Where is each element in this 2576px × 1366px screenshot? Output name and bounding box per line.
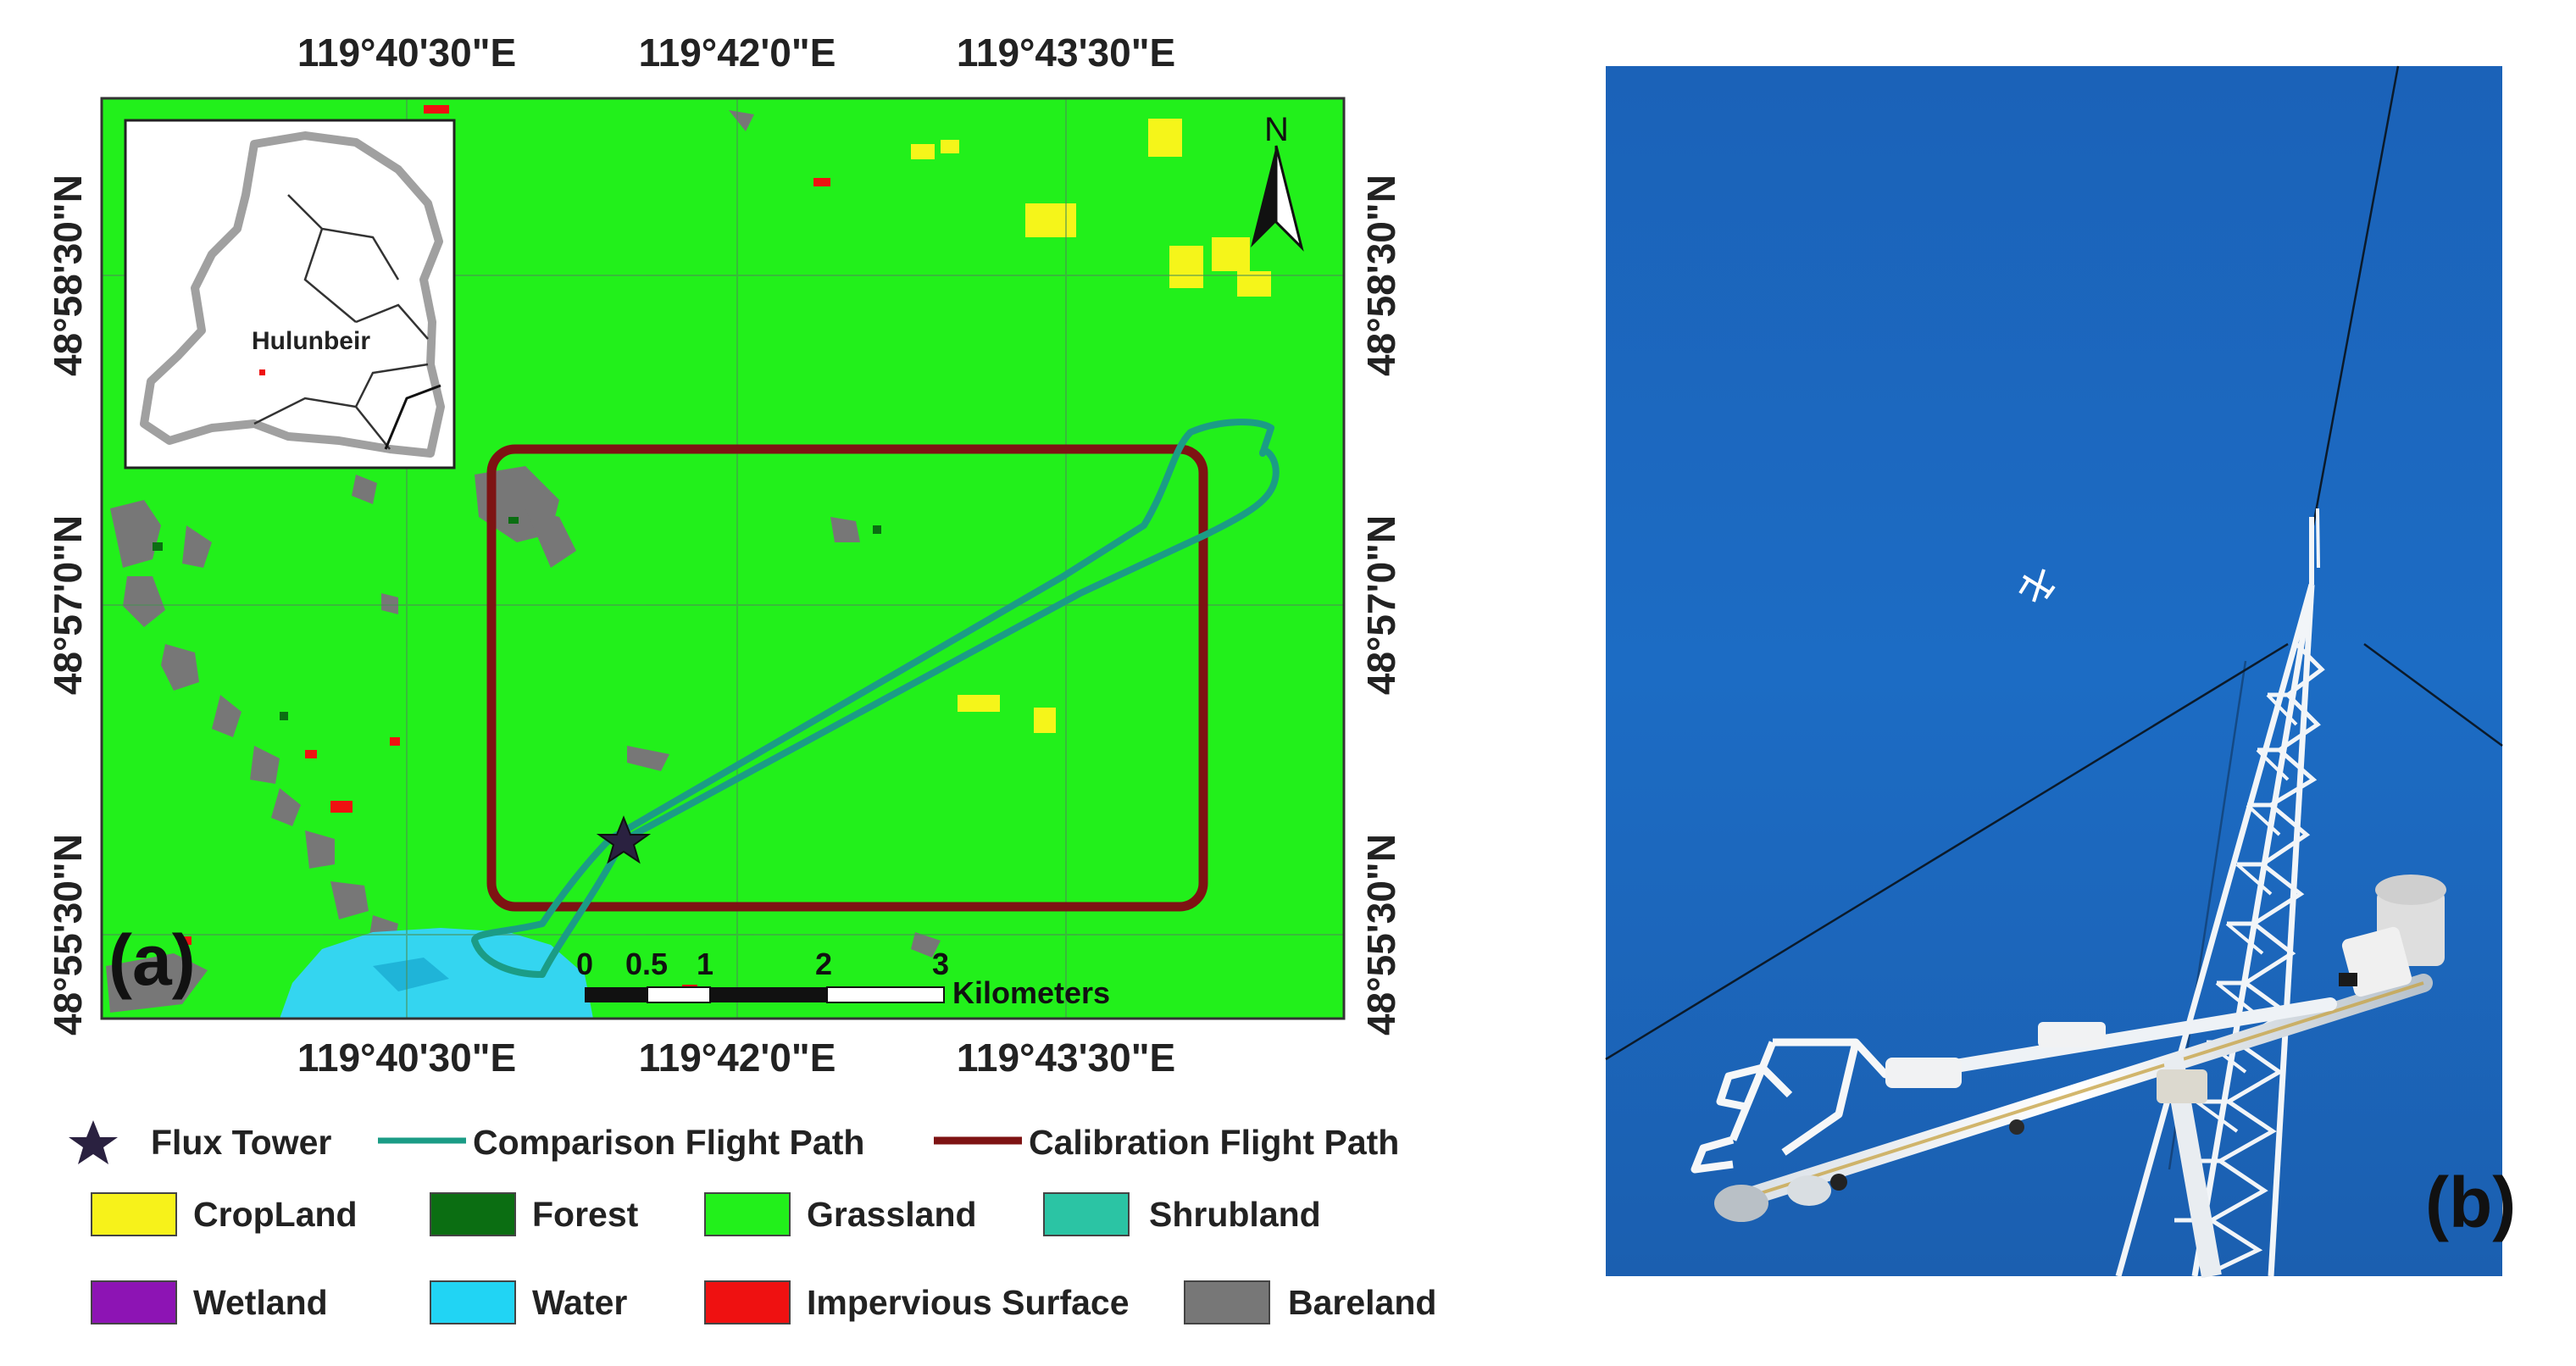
legend-flux-tower-star [69,1120,118,1164]
legend-water-label: Water [532,1283,627,1322]
bottom-lon-label-1: 119°40'30"E [297,1036,516,1080]
scale-tick-0-5: 0.5 [625,947,668,981]
legend-comparison-label: Comparison Flight Path [473,1123,864,1162]
scale-tick-3: 3 [932,947,949,981]
map-frame [100,97,1346,1020]
panel-b-photo: (b) [1605,65,2516,1279]
panel-a-label: (a) [108,920,196,1000]
legend: Flux Tower Comparison Flight Path Calibr… [69,1120,1436,1324]
legend-cropland-swatch [91,1192,177,1236]
north-label: N [1264,111,1289,148]
calibration-flight-path [486,444,1208,912]
legend-flux-tower-label: Flux Tower [151,1123,331,1162]
left-lat-label-3: 48°55'30"N [46,834,90,1036]
left-lat-label-2: 48°57'0"N [46,515,90,695]
sky-background [1606,66,2502,1276]
bareland-patches [106,110,941,1013]
sonic-anemometer [1690,1022,2106,1174]
water-body [280,928,593,1019]
scale-tick-0: 0 [576,947,593,981]
scale-bar: 0 0.5 1 2 3 Kilometers [576,947,1110,1010]
legend-forest-label: Forest [532,1195,639,1234]
legend-bareland-swatch [1184,1280,1270,1324]
flux-tower-star [596,815,652,864]
legend-shrubland-swatch [1043,1192,1130,1236]
legend-grassland-label: Grassland [807,1195,977,1234]
forest-specks [153,517,881,720]
right-lat-label-1: 48°58'30"N [1359,175,1403,376]
panel-a-map: Hulunbeir N 0 0.5 1 2 3 Kilometers [46,31,1403,1080]
legend-calibration-label: Calibration Flight Path [1029,1123,1399,1162]
top-lon-label-3: 119°43'30"E [957,31,1175,75]
legend-forest-swatch [430,1192,516,1236]
right-lat-label-2: 48°57'0"N [1359,515,1403,695]
left-lat-label-1: 48°58'30"N [46,175,90,376]
legend-water-swatch [430,1280,516,1324]
bottom-lon-label-3: 119°43'30"E [957,1036,1175,1080]
legend-impervious-label: Impervious Surface [807,1283,1130,1322]
north-arrow: N [1251,111,1304,252]
hulunbeir-outline [140,131,445,458]
scale-tick-2: 2 [815,947,832,981]
legend-wetland-swatch [91,1280,177,1324]
inset-label: Hulunbeir [252,327,370,355]
top-lon-label-2: 119°42'0"E [639,31,836,75]
legend-cropland-label: CropLand [193,1195,358,1234]
lower-sensors [1714,1119,2024,1222]
inset-map: Hulunbeir [124,119,456,469]
bottom-lon-label-2: 119°42'0"E [639,1036,836,1080]
panel-b-label: (b) [2425,1163,2516,1242]
scale-tick-1: 1 [697,947,713,981]
legend-shrubland-label: Shrubland [1149,1195,1321,1234]
top-lon-label-1: 119°40'30"E [297,31,516,75]
instrument-booms [1719,974,2433,1279]
scale-unit: Kilometers [952,975,1110,1010]
radiometer [2339,875,2446,997]
legend-grassland-swatch [704,1192,791,1236]
right-lat-label-3: 48°55'30"N [1359,834,1403,1036]
legend-bareland-label: Bareland [1288,1283,1436,1322]
site-location-marker [259,369,265,375]
legend-impervious-swatch [704,1280,791,1324]
drone-icon [2018,569,2056,602]
legend-wetland-label: Wetland [193,1283,328,1322]
